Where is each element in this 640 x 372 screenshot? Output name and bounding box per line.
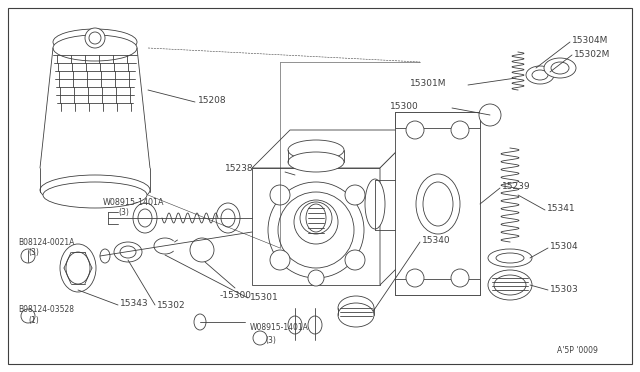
Ellipse shape: [488, 249, 532, 267]
Ellipse shape: [526, 66, 554, 84]
Ellipse shape: [551, 62, 569, 74]
Ellipse shape: [194, 314, 206, 330]
Ellipse shape: [544, 58, 576, 78]
Ellipse shape: [288, 140, 344, 160]
Circle shape: [21, 249, 35, 263]
Circle shape: [406, 269, 424, 287]
Ellipse shape: [138, 209, 152, 227]
Circle shape: [253, 331, 267, 345]
Text: -15300: -15300: [220, 292, 252, 301]
Polygon shape: [252, 130, 418, 168]
Text: 15341: 15341: [547, 203, 575, 212]
Text: A'5P '0009: A'5P '0009: [557, 346, 598, 355]
Circle shape: [451, 269, 469, 287]
Ellipse shape: [338, 303, 374, 327]
Ellipse shape: [120, 246, 136, 258]
Ellipse shape: [365, 179, 385, 229]
Text: 15300: 15300: [390, 102, 419, 110]
Circle shape: [270, 185, 290, 205]
Ellipse shape: [216, 203, 240, 233]
Ellipse shape: [532, 70, 548, 80]
Text: 15302: 15302: [157, 301, 186, 311]
Text: B08124-03528: B08124-03528: [18, 305, 74, 314]
Ellipse shape: [306, 204, 326, 232]
Ellipse shape: [53, 35, 137, 61]
Text: 15301M: 15301M: [410, 78, 447, 87]
Text: 15302M: 15302M: [574, 49, 611, 58]
Ellipse shape: [338, 296, 374, 320]
Text: 15343: 15343: [120, 299, 148, 308]
Circle shape: [278, 192, 354, 268]
Circle shape: [268, 182, 364, 278]
Ellipse shape: [416, 174, 460, 234]
Polygon shape: [252, 168, 380, 285]
Text: B08124-0021A: B08124-0021A: [18, 237, 74, 247]
Ellipse shape: [288, 152, 344, 172]
Text: 15304M: 15304M: [572, 35, 609, 45]
Circle shape: [308, 270, 324, 286]
Ellipse shape: [53, 29, 137, 55]
Circle shape: [479, 104, 501, 126]
Ellipse shape: [100, 249, 110, 263]
Circle shape: [406, 121, 424, 139]
Ellipse shape: [40, 175, 150, 205]
Text: 15301: 15301: [250, 294, 279, 302]
Ellipse shape: [308, 316, 322, 334]
Ellipse shape: [114, 242, 142, 262]
Circle shape: [451, 121, 469, 139]
Circle shape: [89, 32, 101, 44]
Text: 15340: 15340: [422, 235, 451, 244]
Circle shape: [21, 309, 35, 323]
Polygon shape: [380, 130, 418, 285]
Text: (3): (3): [265, 336, 276, 344]
Text: 15303: 15303: [550, 285, 579, 294]
Ellipse shape: [43, 182, 147, 208]
Circle shape: [190, 238, 214, 262]
Ellipse shape: [66, 252, 90, 284]
Circle shape: [270, 250, 290, 270]
Circle shape: [345, 250, 365, 270]
Polygon shape: [395, 112, 480, 128]
Text: W08915-1401A: W08915-1401A: [250, 324, 309, 333]
Ellipse shape: [496, 253, 524, 263]
Ellipse shape: [494, 275, 526, 295]
Ellipse shape: [60, 244, 96, 292]
Text: (3): (3): [28, 248, 39, 257]
Ellipse shape: [423, 182, 453, 226]
Ellipse shape: [133, 203, 157, 233]
Polygon shape: [395, 279, 480, 295]
Text: 15208: 15208: [198, 96, 227, 105]
Circle shape: [300, 202, 332, 234]
Text: (3): (3): [118, 208, 129, 217]
Text: W08915-1401A: W08915-1401A: [103, 198, 164, 206]
Text: (1): (1): [28, 315, 39, 324]
Text: 15238: 15238: [225, 164, 253, 173]
Text: 15304: 15304: [550, 241, 579, 250]
Circle shape: [294, 200, 338, 244]
Text: 15239: 15239: [502, 182, 531, 190]
Circle shape: [85, 28, 105, 48]
Ellipse shape: [488, 270, 532, 300]
Polygon shape: [395, 112, 480, 295]
Circle shape: [345, 185, 365, 205]
Ellipse shape: [288, 316, 302, 334]
Ellipse shape: [221, 209, 235, 227]
